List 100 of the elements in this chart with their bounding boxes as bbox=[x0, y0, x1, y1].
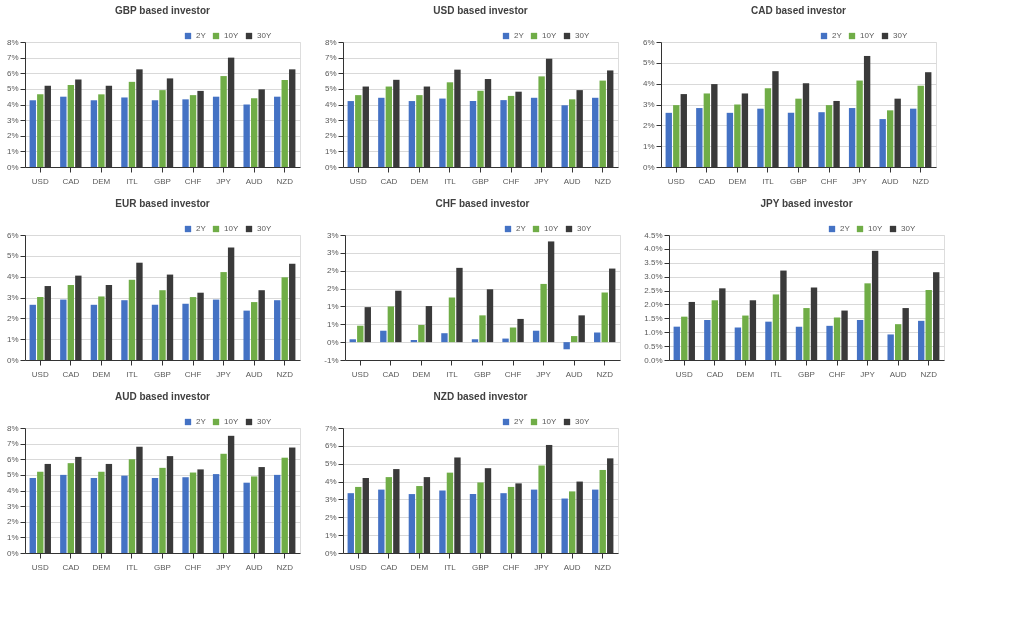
bar bbox=[151, 100, 159, 167]
x-tick-label: CAD bbox=[380, 562, 398, 572]
bar bbox=[456, 267, 463, 343]
bar bbox=[681, 316, 688, 360]
y-tick-label: 7% bbox=[6, 439, 19, 449]
bar bbox=[765, 321, 772, 360]
x-tick-label: ITL bbox=[126, 369, 139, 379]
x-tick-label: CHF bbox=[184, 562, 202, 572]
bar bbox=[29, 100, 36, 167]
y-tick-label: 6% bbox=[324, 68, 337, 78]
y-tick-label: 5% bbox=[6, 84, 19, 94]
bar bbox=[570, 336, 578, 343]
y-tick-label: 3% bbox=[324, 115, 337, 125]
x-tick-label: CHF bbox=[828, 369, 846, 379]
bar bbox=[486, 289, 494, 343]
x-tick-label: CAD bbox=[62, 176, 80, 186]
bar bbox=[530, 97, 538, 167]
bar bbox=[894, 324, 902, 360]
legend-label: 10Y bbox=[544, 224, 559, 233]
bar bbox=[380, 330, 387, 343]
bar bbox=[469, 101, 477, 167]
y-tick-label: 7% bbox=[324, 423, 337, 433]
x-tick-label: CHF bbox=[502, 562, 520, 572]
y-tick-label: 6% bbox=[642, 37, 655, 47]
bar bbox=[281, 79, 288, 167]
x-tick-label: JPY bbox=[860, 369, 876, 379]
bar bbox=[856, 320, 864, 360]
y-tick-label: 2% bbox=[326, 284, 339, 294]
bar bbox=[243, 482, 250, 553]
x-tick-label: JPY bbox=[216, 176, 232, 186]
y-tick-label: 3% bbox=[324, 494, 337, 504]
bar bbox=[29, 478, 36, 553]
y-tick-label: 1% bbox=[326, 301, 339, 311]
bar bbox=[90, 478, 98, 553]
bar bbox=[182, 477, 189, 553]
x-tick-label: ITL bbox=[126, 562, 139, 572]
x-tick-label: AUD bbox=[563, 176, 581, 186]
x-tick-label: USD bbox=[667, 176, 685, 186]
x-tick-label: DEM bbox=[410, 176, 429, 186]
y-tick-label: 3.5% bbox=[644, 258, 663, 268]
x-tick-label: NZD bbox=[594, 176, 612, 186]
y-tick-label: 4.5% bbox=[644, 230, 663, 240]
y-tick-label: 6% bbox=[6, 454, 19, 464]
y-tick-label: 1% bbox=[6, 532, 19, 542]
y-tick-label: 1.5% bbox=[644, 313, 663, 323]
bar bbox=[274, 300, 281, 360]
legend-label: 10Y bbox=[868, 224, 883, 233]
x-tick-label: USD bbox=[351, 369, 369, 379]
legend-label: 2Y bbox=[516, 224, 527, 233]
x-tick-label: GBP bbox=[790, 176, 807, 186]
bar bbox=[887, 334, 894, 360]
x-tick-label: USD bbox=[31, 369, 49, 379]
y-tick-label: 5% bbox=[6, 251, 19, 261]
bar bbox=[772, 294, 780, 360]
bar bbox=[507, 486, 515, 553]
y-tick-label: 2.0% bbox=[644, 299, 663, 309]
bar bbox=[856, 80, 863, 167]
legend-label: 2Y bbox=[196, 224, 207, 233]
bar bbox=[128, 81, 136, 167]
x-tick-label: DEM bbox=[92, 176, 111, 186]
bar bbox=[347, 493, 354, 553]
bar bbox=[182, 303, 189, 360]
chart-title: AUD based investor bbox=[114, 391, 211, 402]
bar bbox=[879, 119, 886, 167]
bar bbox=[446, 472, 454, 553]
y-tick-label: 5% bbox=[324, 84, 337, 94]
bar bbox=[704, 320, 711, 360]
legend-label: 2Y bbox=[840, 224, 851, 233]
bar bbox=[439, 98, 446, 167]
x-tick-label: CAD bbox=[62, 562, 80, 572]
y-tick-label: 8% bbox=[6, 37, 19, 47]
y-tick-label: 1% bbox=[642, 141, 655, 151]
bar bbox=[795, 326, 803, 360]
y-tick-label: 0% bbox=[642, 162, 655, 172]
bar bbox=[274, 474, 281, 553]
legend-label: 10Y bbox=[224, 417, 239, 426]
bar bbox=[355, 486, 362, 553]
bar bbox=[826, 325, 833, 360]
bar bbox=[469, 494, 477, 553]
y-tick-label: 4.0% bbox=[644, 244, 663, 254]
chart-title: NZD based investor bbox=[433, 391, 528, 402]
bar bbox=[507, 95, 515, 167]
x-tick-label: CHF bbox=[184, 369, 202, 379]
y-tick-label: 1% bbox=[324, 146, 337, 156]
bar bbox=[90, 100, 98, 167]
bar bbox=[416, 486, 423, 553]
bar bbox=[477, 90, 484, 167]
y-tick-label: 4% bbox=[324, 100, 337, 109]
legend-label: 2Y bbox=[514, 31, 525, 40]
bar bbox=[696, 108, 703, 167]
bar bbox=[90, 304, 98, 360]
bar bbox=[848, 108, 856, 167]
x-tick-label: DEM bbox=[412, 369, 431, 379]
bar bbox=[609, 268, 616, 343]
x-tick-label: ITL bbox=[770, 369, 783, 379]
legend-label: 30Y bbox=[577, 224, 592, 233]
legend-label: 30Y bbox=[893, 31, 908, 40]
bar bbox=[500, 100, 507, 167]
bar bbox=[128, 279, 136, 360]
x-tick-label: NZD bbox=[594, 562, 612, 572]
